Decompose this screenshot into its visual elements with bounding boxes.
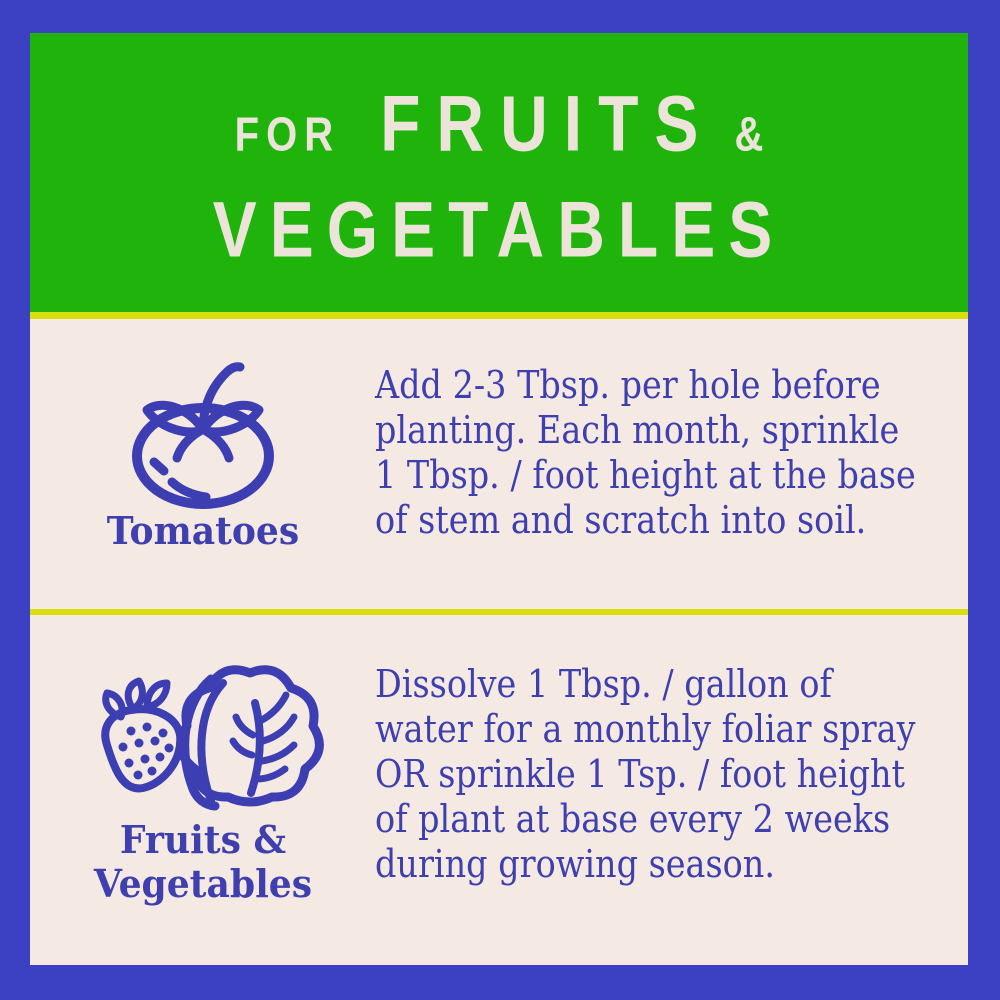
fruits-vegetables-icon-column: Fruits & Vegetables bbox=[30, 615, 376, 965]
header-title-main: FRUITS bbox=[380, 78, 715, 168]
fruits-vegetables-label-line2: Vegetables bbox=[93, 861, 313, 906]
instruction-line: planting. Each month, sprinkle bbox=[375, 408, 900, 452]
tomato-icon bbox=[132, 362, 274, 509]
strawberry-icon bbox=[101, 677, 185, 793]
instruction-line: water for a monthly foliar spray bbox=[375, 707, 916, 751]
instruction-line: 1 Tbsp. / foot height at the base bbox=[375, 453, 916, 497]
header-prefix: FOR bbox=[234, 108, 341, 162]
instruction-line: during growing season. bbox=[375, 842, 775, 886]
fruits-vegetables-instructions: Dissolve 1 Tbsp. / gallon of water for a… bbox=[375, 662, 916, 887]
header-title-line2: VEGETABLES bbox=[212, 184, 786, 274]
cabbage-icon bbox=[176, 665, 324, 811]
instruction-line: Dissolve 1 Tbsp. / gallon of bbox=[375, 662, 832, 706]
section-fruits-vegetables: Fruits & Vegetables Dissolve 1 Tbsp. / g… bbox=[30, 615, 968, 965]
instruction-line: of stem and scratch into soil. bbox=[375, 498, 867, 542]
fruits-vegetables-label: Fruits & Vegetables bbox=[39, 818, 368, 906]
fruits-vegetables-label-line1: Fruits & bbox=[119, 817, 287, 862]
tomatoes-label: Tomatoes bbox=[106, 508, 300, 553]
header-title-line1: FOR FRUITS & bbox=[30, 83, 968, 174]
strawberry-cabbage-icon bbox=[101, 665, 324, 811]
instruction-line: Add 2-3 Tbsp. per hole before bbox=[375, 363, 881, 407]
tomatoes-instructions: Add 2-3 Tbsp. per hole before planting. … bbox=[375, 363, 916, 543]
section-tomatoes: Tomatoes Add 2-3 Tbsp. per hole before p… bbox=[30, 319, 968, 609]
header-banner: FOR FRUITS & VEGETABLES bbox=[30, 33, 968, 319]
label-content: FOR FRUITS & VEGETABLES Tomatoes bbox=[30, 33, 968, 965]
header-ampersand: & bbox=[734, 108, 764, 162]
section-divider bbox=[30, 609, 968, 615]
instruction-line: of plant at base every 2 weeks bbox=[375, 797, 891, 841]
tomatoes-icon-column: Tomatoes bbox=[30, 319, 376, 609]
instruction-line: OR sprinkle 1 Tsp. / foot height bbox=[375, 752, 906, 796]
